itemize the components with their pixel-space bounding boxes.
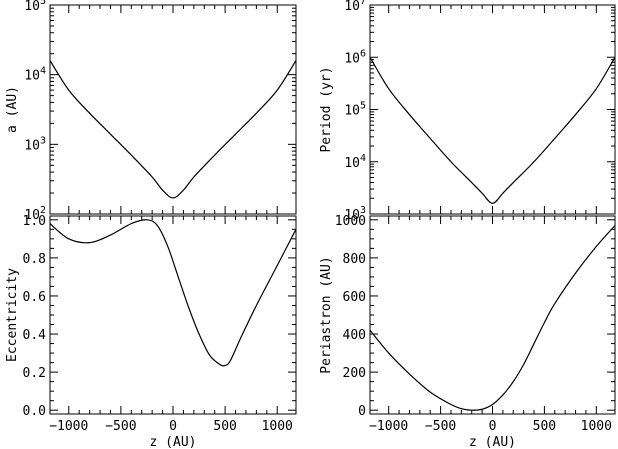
x-axis-label: z (AU) bbox=[469, 435, 516, 449]
series-line bbox=[370, 225, 615, 411]
panel-period: 103 104 105 106 107 Period (yr) bbox=[319, 0, 616, 223]
x-axis-label: z (AU) bbox=[150, 435, 197, 449]
plot-frame bbox=[49, 215, 297, 415]
y-tick-label: 200 bbox=[343, 366, 366, 381]
y-tick-label: 102 bbox=[24, 205, 46, 223]
y-tick-label: 107 bbox=[344, 0, 366, 14]
y-axis-label: Eccentricity bbox=[5, 268, 20, 362]
x-tick-label: −500 bbox=[425, 419, 456, 434]
y-tick-label: 1.0 bbox=[23, 214, 46, 229]
x-tick-label: 1000 bbox=[581, 419, 612, 434]
series-line bbox=[50, 219, 296, 367]
y-tick-label: 105 bbox=[344, 101, 366, 119]
x-tick-label: −1000 bbox=[49, 419, 88, 434]
y-tick-label: 105 bbox=[24, 0, 46, 14]
y-tick-label: 800 bbox=[343, 252, 366, 267]
y-tick-label: 1000 bbox=[335, 214, 366, 229]
x-tick-label: 0 bbox=[489, 419, 497, 434]
y-tick-label: 0 bbox=[358, 404, 366, 419]
y-tick-label: 103 bbox=[344, 205, 366, 223]
x-tick-label: 1000 bbox=[262, 419, 293, 434]
panel-eccentricity: 0.0 0.2 0.4 0.6 0.8 1.0 −1000 −500 0 500 1000 Eccen… bbox=[5, 214, 297, 449]
plot-frame bbox=[369, 4, 616, 215]
panel-semi-major-axis: 102 103 104 105 a (AU) bbox=[5, 0, 297, 223]
x-tick-label: −500 bbox=[105, 419, 136, 434]
y-axis-label: Periastron (AU) bbox=[319, 256, 334, 373]
y-tick-label: 103 bbox=[24, 135, 46, 153]
plot-frame bbox=[369, 215, 616, 415]
panel-periastron: 0 200 400 600 800 1000 −1000 −500 0 500 1000 Perias… bbox=[319, 214, 616, 449]
y-tick-label: 0.6 bbox=[23, 290, 46, 305]
y-axis-label: Period (yr) bbox=[319, 66, 334, 152]
y-tick-label: 600 bbox=[343, 290, 366, 305]
series-line bbox=[370, 56, 615, 204]
y-tick-label: 0.2 bbox=[23, 366, 46, 381]
y-axis-label: a (AU) bbox=[5, 86, 20, 133]
y-tick-label: 0.8 bbox=[23, 252, 46, 267]
y-tick-label: 0.4 bbox=[23, 328, 47, 343]
y-tick-label: 104 bbox=[24, 66, 46, 84]
y-tick-label: 106 bbox=[344, 48, 366, 66]
x-tick-label: 500 bbox=[213, 419, 236, 434]
x-tick-label: −1000 bbox=[369, 419, 408, 434]
y-tick-label: 400 bbox=[343, 328, 366, 343]
series-line bbox=[50, 60, 296, 199]
x-tick-label: 0 bbox=[169, 419, 177, 434]
x-tick-label: 500 bbox=[533, 419, 556, 434]
y-tick-label: 0.0 bbox=[23, 404, 46, 419]
y-tick-label: 104 bbox=[344, 153, 366, 171]
